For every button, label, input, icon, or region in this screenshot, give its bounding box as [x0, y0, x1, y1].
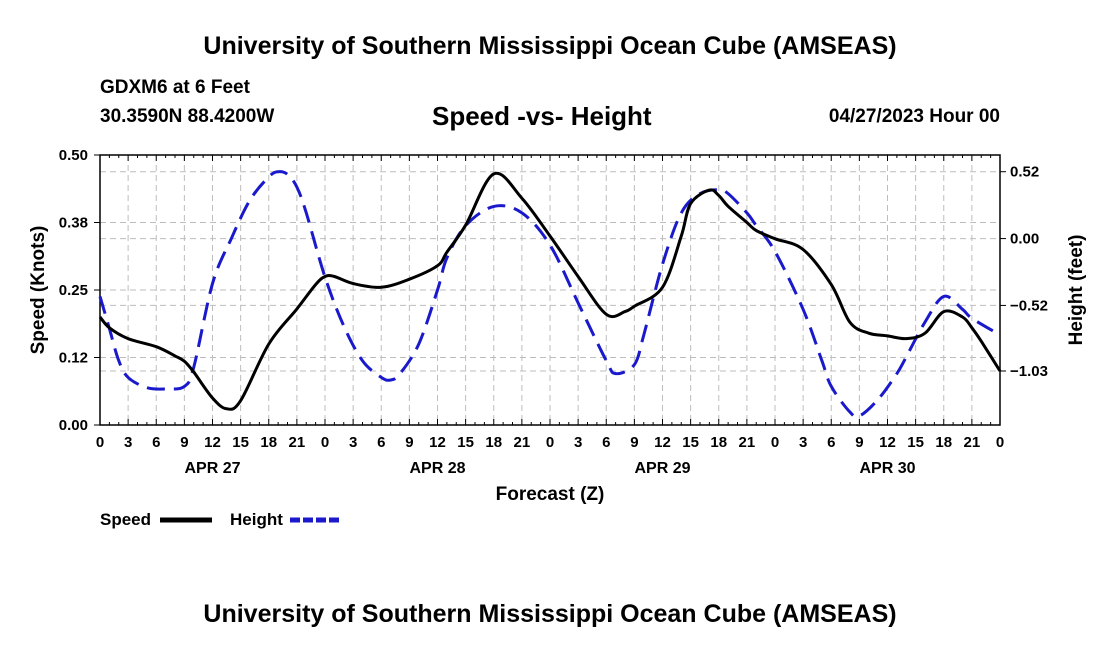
x-tick-label: 0: [771, 434, 779, 451]
y-right-tick-label: 0.00: [1010, 231, 1039, 248]
x-tick-label: 3: [124, 434, 132, 451]
y-axis-title-left: Speed (Knots): [28, 226, 49, 355]
day-label: APR 28: [409, 460, 465, 477]
x-tick-label: 21: [289, 434, 306, 451]
x-tick-label: 15: [457, 434, 474, 451]
station-name: GDXM6 at 6 Feet: [100, 77, 250, 98]
x-tick-label: 0: [96, 434, 104, 451]
y-right-tick-label: −1.03: [1010, 363, 1048, 380]
x-tick-label: 6: [152, 434, 160, 451]
series-line-speed: [98, 171, 1002, 411]
x-tick-label: 18: [935, 434, 952, 451]
legend-speed-label: Speed: [100, 510, 152, 529]
x-tick-label: 9: [630, 434, 638, 451]
x-tick-label: 18: [710, 434, 727, 451]
x-tick-label: 12: [654, 434, 671, 451]
x-tick-label: 15: [232, 434, 249, 451]
y-right-tick-label: 0.52: [1010, 164, 1039, 181]
y-right-tick-label: −0.52: [1010, 297, 1048, 314]
x-axis-title: Forecast (Z): [496, 484, 605, 505]
x-tick-label: 21: [514, 434, 531, 451]
day-label: APR 29: [634, 460, 690, 477]
x-tick-label: 3: [574, 434, 582, 451]
day-label: APR 30: [859, 460, 915, 477]
x-tick-label: 18: [485, 434, 502, 451]
x-tick-label: 3: [799, 434, 807, 451]
x-tick-label: 6: [827, 434, 835, 451]
series-line-height: [98, 170, 1001, 419]
x-tick-label: 6: [602, 434, 610, 451]
y-left-tick-label: 0.12: [59, 350, 88, 367]
station-coordinates: 30.3590N 88.4200W: [100, 106, 275, 127]
x-tick-label: 12: [204, 434, 221, 451]
x-tick-label: 9: [405, 434, 413, 451]
y-axis-title-right: Height (feet): [1066, 235, 1087, 346]
day-label: APR 27: [184, 460, 240, 477]
footer-title: University of Southern Mississippi Ocean…: [203, 600, 897, 628]
x-tick-label: 6: [377, 434, 385, 451]
y-left-tick-label: 0.38: [59, 215, 88, 232]
x-tick-label: 0: [546, 434, 554, 451]
x-tick-label: 0: [321, 434, 329, 451]
x-tick-label: 15: [907, 434, 924, 451]
x-tick-label: 12: [879, 434, 896, 451]
x-tick-label: 0: [996, 434, 1004, 451]
legend-height-label: Height: [230, 510, 283, 529]
chart-subtitle: Speed -vs- Height: [432, 101, 652, 131]
x-tick-label: 9: [855, 434, 863, 451]
x-tick-label: 21: [964, 434, 981, 451]
x-tick-label: 15: [682, 434, 699, 451]
page-title: University of Southern Mississippi Ocean…: [203, 32, 897, 60]
x-tick-label: 12: [429, 434, 446, 451]
x-tick-label: 3: [349, 434, 357, 451]
x-tick-label: 9: [180, 434, 188, 451]
y-left-tick-label: 0.00: [59, 417, 88, 434]
y-left-tick-label: 0.50: [59, 147, 88, 164]
y-left-tick-label: 0.25: [59, 282, 88, 299]
x-tick-label: 21: [739, 434, 756, 451]
plot-frame: [99, 154, 1001, 426]
forecast-datetime: 04/27/2023 Hour 00: [828, 106, 1000, 127]
x-tick-label: 18: [260, 434, 277, 451]
